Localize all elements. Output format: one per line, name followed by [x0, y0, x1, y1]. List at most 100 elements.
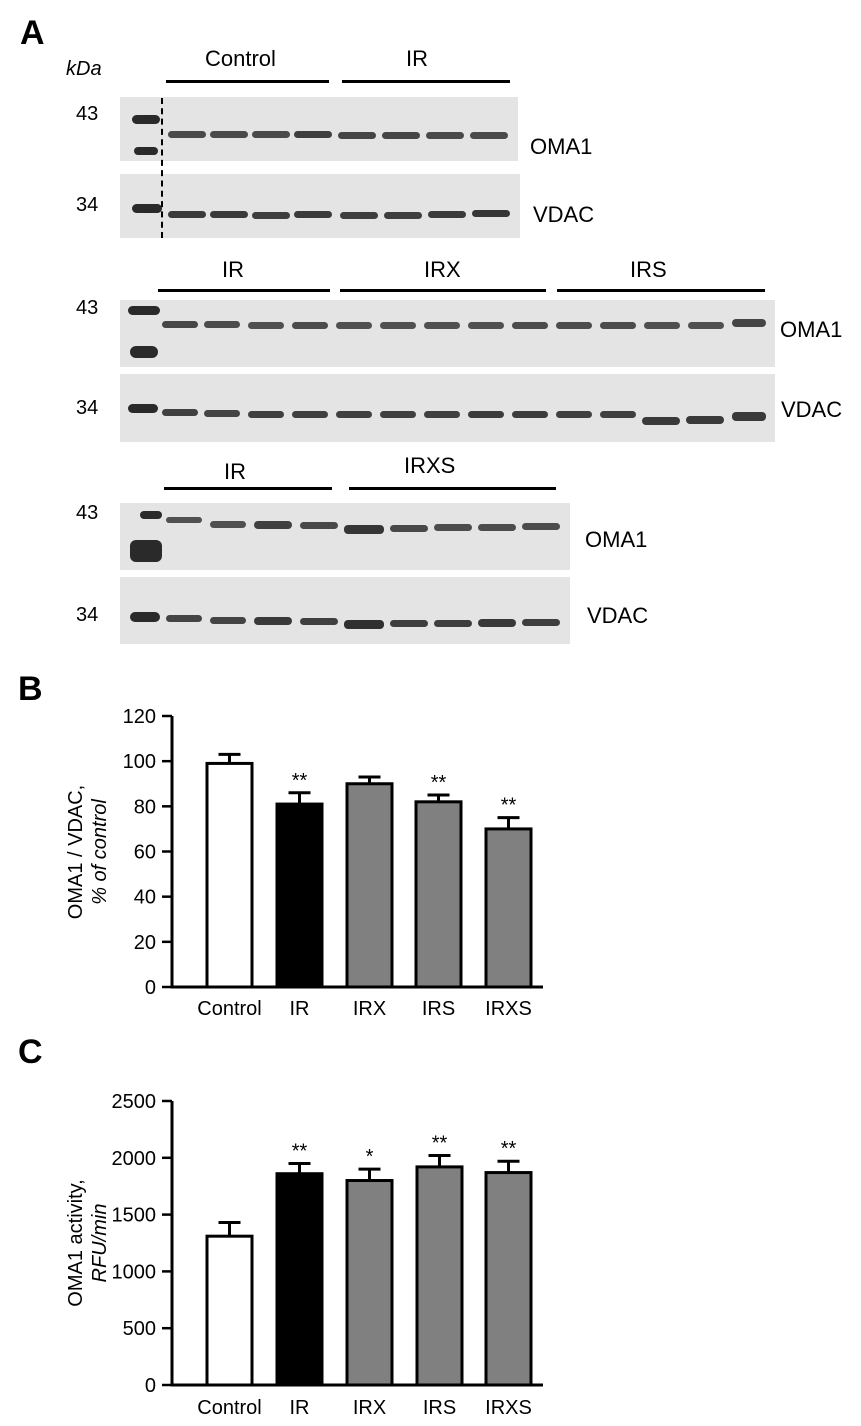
oma1-band	[478, 524, 516, 531]
vdac-band	[336, 411, 372, 418]
blot3-mw-43: 43	[76, 502, 99, 524]
oma1-band	[380, 322, 416, 329]
vdac-band	[380, 411, 416, 418]
blot3-oma1-image	[120, 503, 570, 570]
blot1-vdac-label: VDAC	[533, 202, 595, 227]
vdac-band	[292, 411, 328, 418]
chart-b-category-label: IRXS	[485, 998, 532, 1020]
chart-b-significance-mark: **	[501, 795, 517, 817]
chart-c-y-tick-label: 2000	[112, 1148, 157, 1170]
vdac-band	[468, 411, 504, 418]
blot1-line-ir	[342, 80, 510, 83]
blot2-mw-43: 43	[76, 297, 99, 319]
ladder-band	[130, 346, 158, 358]
chart-b-category-label: IRS	[422, 998, 455, 1020]
vdac-band	[254, 617, 292, 625]
chart-c-bar-irx	[345, 1179, 394, 1387]
chart-c-y-label: OMA1 activity,	[65, 1179, 87, 1306]
ladder-band	[128, 404, 158, 413]
blot2-oma1-image	[120, 300, 775, 367]
chart-c-y-tick-label: 2500	[112, 1091, 157, 1113]
blot2-group-ir: IR	[222, 257, 244, 282]
vdac-band	[168, 211, 206, 218]
oma1-band	[470, 132, 508, 139]
vdac-band	[294, 211, 332, 218]
oma1-band	[732, 319, 766, 327]
blot2-line-irs	[557, 289, 765, 292]
oma1-band	[434, 524, 472, 531]
vdac-band	[642, 417, 680, 425]
chart-c-significance-mark: **	[501, 1138, 517, 1160]
oma1-band	[252, 131, 290, 138]
oma1-band	[424, 322, 460, 329]
chart-b-y-label-unit: % of control	[89, 799, 111, 905]
chart-b-bar-ir	[275, 802, 324, 989]
blot3-vdac-label: VDAC	[587, 603, 649, 628]
chart-c-y-label-unit: RFU/min	[89, 1204, 111, 1283]
vdac-band	[424, 411, 460, 418]
ladder-band	[132, 115, 160, 124]
blot3-mw-34: 34	[76, 604, 99, 626]
vdac-band	[248, 411, 284, 418]
chart-c-category-label: Control	[197, 1397, 261, 1419]
vdac-band	[204, 410, 240, 417]
chart-b-bar-irs	[414, 800, 463, 989]
kda-label: kDa	[66, 58, 102, 80]
panel-b-letter: B	[18, 670, 43, 708]
chart-b-significance-mark: **	[431, 772, 447, 794]
vdac-band	[210, 617, 246, 624]
chart-c-y-tick-label: 500	[123, 1318, 156, 1340]
oma1-band	[248, 322, 284, 329]
oma1-band	[644, 322, 680, 329]
chart-b-bar-control	[205, 761, 254, 989]
blot3-line-irxs	[349, 487, 556, 490]
vdac-band	[390, 620, 428, 627]
lane-splice-divider	[161, 98, 163, 238]
chart-b-y-label: OMA1 / VDAC,	[65, 785, 87, 919]
blot2-vdac-image	[120, 374, 775, 442]
oma1-band	[294, 131, 332, 138]
blot2-line-ir	[158, 289, 330, 292]
oma1-band	[166, 517, 202, 523]
vdac-band	[732, 412, 766, 421]
chart-b-bar-irxs	[484, 827, 533, 989]
oma1-band	[300, 522, 338, 529]
vdac-band	[686, 416, 724, 424]
oma1-band	[336, 322, 372, 329]
chart-b-category-label: Control	[197, 998, 261, 1020]
oma1-band	[254, 521, 292, 529]
oma1-band	[338, 132, 376, 139]
blot1-oma1-image	[120, 97, 518, 161]
blot1-group-ir: IR	[406, 46, 428, 71]
blot1-mw-43: 43	[76, 103, 99, 125]
oma1-band	[292, 322, 328, 329]
ladder-band	[128, 306, 160, 315]
chart-c-category-label: IRX	[353, 1397, 386, 1419]
chart-b-bar-irx	[345, 782, 394, 989]
oma1-band	[390, 525, 428, 532]
chart-c-category-label: IRXS	[485, 1397, 532, 1419]
vdac-band	[522, 619, 560, 626]
blot1-vdac-image	[120, 174, 520, 238]
chart-b-y-tick-label: 60	[134, 842, 156, 864]
oma1-band	[344, 525, 384, 534]
oma1-band	[210, 131, 248, 138]
oma1-band	[688, 322, 724, 329]
blot2-vdac-label: VDAC	[781, 397, 843, 422]
panel-c-letter: C	[18, 1033, 43, 1071]
blot1-line-control	[166, 80, 329, 83]
blot3-oma1-label: OMA1	[585, 527, 648, 552]
chart-b-y-tick-label: 80	[134, 796, 156, 818]
blot2-mw-34: 34	[76, 397, 99, 419]
blot1-mw-34: 34	[76, 194, 99, 216]
vdac-band	[556, 411, 592, 418]
chart-c-bar-irs	[415, 1165, 464, 1387]
chart-b-y-tick-label: 20	[134, 932, 156, 954]
vdac-band	[300, 618, 338, 625]
oma1-band	[522, 523, 560, 530]
chart-b-y-tick-label: 40	[134, 887, 156, 909]
ladder-band	[140, 511, 162, 519]
vdac-band	[344, 620, 384, 629]
vdac-band	[162, 409, 198, 416]
